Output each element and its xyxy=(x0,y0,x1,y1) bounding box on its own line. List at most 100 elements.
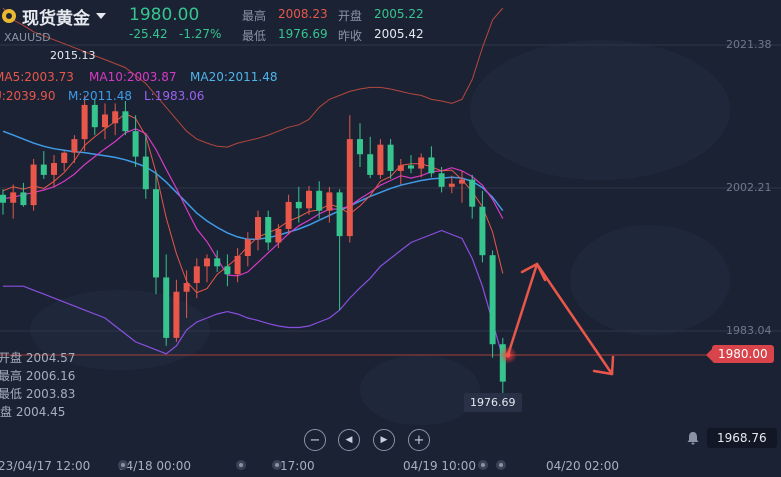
info-open: 开盘 2004.57 xyxy=(0,351,76,365)
background-map xyxy=(30,40,730,425)
candle-body xyxy=(316,190,323,211)
candle-body xyxy=(20,192,27,206)
candle-body xyxy=(234,255,241,275)
candle-body xyxy=(153,189,159,278)
candle-body xyxy=(91,104,98,128)
ma5-line xyxy=(2,113,504,294)
timeline-scroll-dot[interactable] xyxy=(496,460,506,470)
candle-body xyxy=(255,217,261,240)
boll-mid-legend: M:2011.48 xyxy=(68,89,133,103)
candle-body xyxy=(397,165,404,171)
bollinger-bands xyxy=(2,7,504,358)
candle-body xyxy=(346,139,353,237)
candle-body xyxy=(112,111,119,124)
step-back-icon: ◀ xyxy=(345,435,353,445)
price-change-percent: -1.27% xyxy=(179,27,222,41)
high-value: 2008.23 xyxy=(278,7,328,21)
candle-body xyxy=(122,111,129,132)
low-value: 1976.69 xyxy=(278,27,328,41)
candle-body xyxy=(428,157,435,174)
timeline-scroll-dot[interactable] xyxy=(118,460,128,470)
candle-body xyxy=(418,157,425,169)
zoom-out-button[interactable]: − xyxy=(304,429,326,451)
candle-body xyxy=(265,217,272,243)
current-price-tag: 1980.00 xyxy=(712,345,774,363)
candle-body xyxy=(377,144,384,175)
candle-body xyxy=(173,291,180,338)
candle-body xyxy=(336,192,343,237)
time-label-2: 04/18 00:00 xyxy=(118,459,191,473)
chevron-down-icon[interactable] xyxy=(96,13,106,19)
candle-body xyxy=(357,139,363,155)
scroll-left-button[interactable]: ◀ xyxy=(338,429,360,451)
low-annotation: 1976.69 xyxy=(464,393,522,412)
price-tick-1: 2021.38 xyxy=(726,38,772,51)
ma10-legend: MA10:2003.87 xyxy=(89,70,177,84)
candle-body xyxy=(479,206,486,256)
candle-body xyxy=(61,152,68,163)
instrument-selector[interactable]: 现货黄金 xyxy=(0,4,106,29)
ma20-line xyxy=(2,130,504,241)
timeline-scroll-dot[interactable] xyxy=(272,460,282,470)
time-label-5: 04/20 02:00 xyxy=(546,459,619,473)
low-label: 最低 xyxy=(242,29,267,43)
step-forward-icon: ▶ xyxy=(380,435,388,445)
candle-body xyxy=(306,190,312,209)
candle-body xyxy=(10,192,17,203)
candle-body xyxy=(285,201,292,229)
candle-body xyxy=(214,258,221,267)
candle-body xyxy=(438,173,445,187)
candle-body xyxy=(387,144,394,171)
candle-body xyxy=(408,165,414,169)
gold-coin-icon xyxy=(2,9,16,23)
info-close: 收盘 2004.45 xyxy=(0,405,66,419)
candle-body xyxy=(193,266,200,284)
candle-body xyxy=(102,114,108,128)
candle-body xyxy=(367,154,374,175)
prev-close-value: 2005.42 xyxy=(374,27,424,41)
candle-body xyxy=(469,179,476,207)
candle-body xyxy=(448,183,455,187)
timeline-scroll-dot[interactable] xyxy=(236,460,246,470)
candle-body xyxy=(0,194,6,203)
candle-body xyxy=(51,162,57,175)
time-label-1: 23/04/17 12:00 xyxy=(0,459,91,473)
info-high: 最高 2006.16 xyxy=(0,369,76,383)
boll-lower-line xyxy=(3,229,504,358)
current-price-tag-arrow xyxy=(706,349,712,361)
ma10-line xyxy=(2,128,504,277)
candle-body xyxy=(40,164,47,175)
candle-body xyxy=(244,239,251,256)
scroll-right-button[interactable]: ▶ xyxy=(373,429,395,451)
high-label: 最高 xyxy=(242,9,267,23)
moving-averages xyxy=(2,113,504,294)
candle-body xyxy=(326,192,333,211)
current-price: 1980.00 xyxy=(129,5,200,25)
ma5-legend: MA5:2003.73 xyxy=(0,70,74,84)
candle-body xyxy=(224,266,231,275)
timeline-scroll-dot[interactable] xyxy=(478,460,488,470)
price-change: -25.42 xyxy=(129,27,168,41)
alert-bell-icon[interactable] xyxy=(685,430,701,446)
open-label: 开盘 xyxy=(338,9,363,23)
candle-body xyxy=(163,277,170,338)
candle-body xyxy=(132,131,139,157)
alert-price-value[interactable]: 1968.76 xyxy=(707,428,777,448)
candle-body xyxy=(499,344,506,382)
price-tick-2: 2002.21 xyxy=(726,181,772,194)
open-value: 2005.22 xyxy=(374,7,424,21)
candle-body xyxy=(71,139,78,153)
forecast-arrows xyxy=(506,262,615,376)
time-label-4: 04/19 10:00 xyxy=(403,459,476,473)
instrument-symbol: XAUUSD xyxy=(4,31,51,44)
zoom-in-button[interactable]: + xyxy=(408,429,430,451)
candlesticks xyxy=(0,95,506,408)
boll-upper-legend: U:2039.90 xyxy=(0,89,56,103)
candle-body xyxy=(142,156,149,190)
candle-body xyxy=(489,255,496,345)
candle-body xyxy=(81,104,88,140)
peak-annotation: 2015.13 xyxy=(50,49,96,62)
candle-body xyxy=(183,283,190,292)
info-low: 最低 2003.83 xyxy=(0,387,76,401)
